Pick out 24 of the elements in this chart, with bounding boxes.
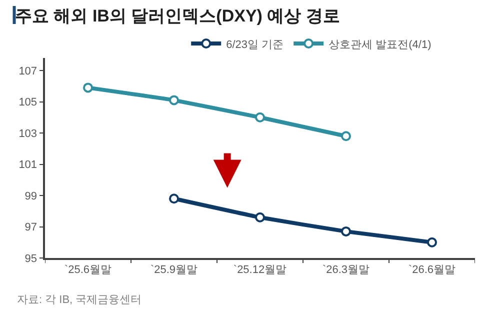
x-tick-label: `26.3월말 bbox=[322, 264, 370, 276]
point bbox=[427, 237, 437, 248]
point bbox=[169, 95, 179, 106]
y-tick-label: 107 bbox=[18, 65, 38, 78]
x-tick-label: `25.12월말 bbox=[233, 264, 287, 276]
point bbox=[169, 194, 179, 204]
y-tick-label: 97 bbox=[24, 222, 38, 234]
point bbox=[341, 131, 351, 142]
x-tick-label: `25.9월말 bbox=[150, 264, 198, 276]
y-tick-label: 99 bbox=[24, 190, 38, 202]
y-tick-label: 95 bbox=[24, 252, 38, 265]
chart-title: 주요 해외 IB의 달러인덱스(DXY) 예상 경로 bbox=[15, 6, 340, 26]
legend-label: 상호관세 발표전(4/1) bbox=[328, 38, 432, 51]
point bbox=[255, 212, 265, 222]
x-tick-label: `26.6월말 bbox=[408, 264, 456, 276]
x-tick-label: `25.6월말 bbox=[64, 264, 112, 276]
point bbox=[83, 82, 93, 93]
text: 자료: 각 IB, 국제금융센터 bbox=[17, 294, 142, 306]
point bbox=[341, 226, 351, 236]
legend-label: 6/23일 기준 bbox=[226, 38, 284, 51]
y-tick-label: 101 bbox=[18, 159, 38, 172]
y-tick-label: 105 bbox=[18, 96, 38, 109]
y-tick-label: 103 bbox=[18, 128, 38, 140]
point bbox=[255, 112, 265, 122]
